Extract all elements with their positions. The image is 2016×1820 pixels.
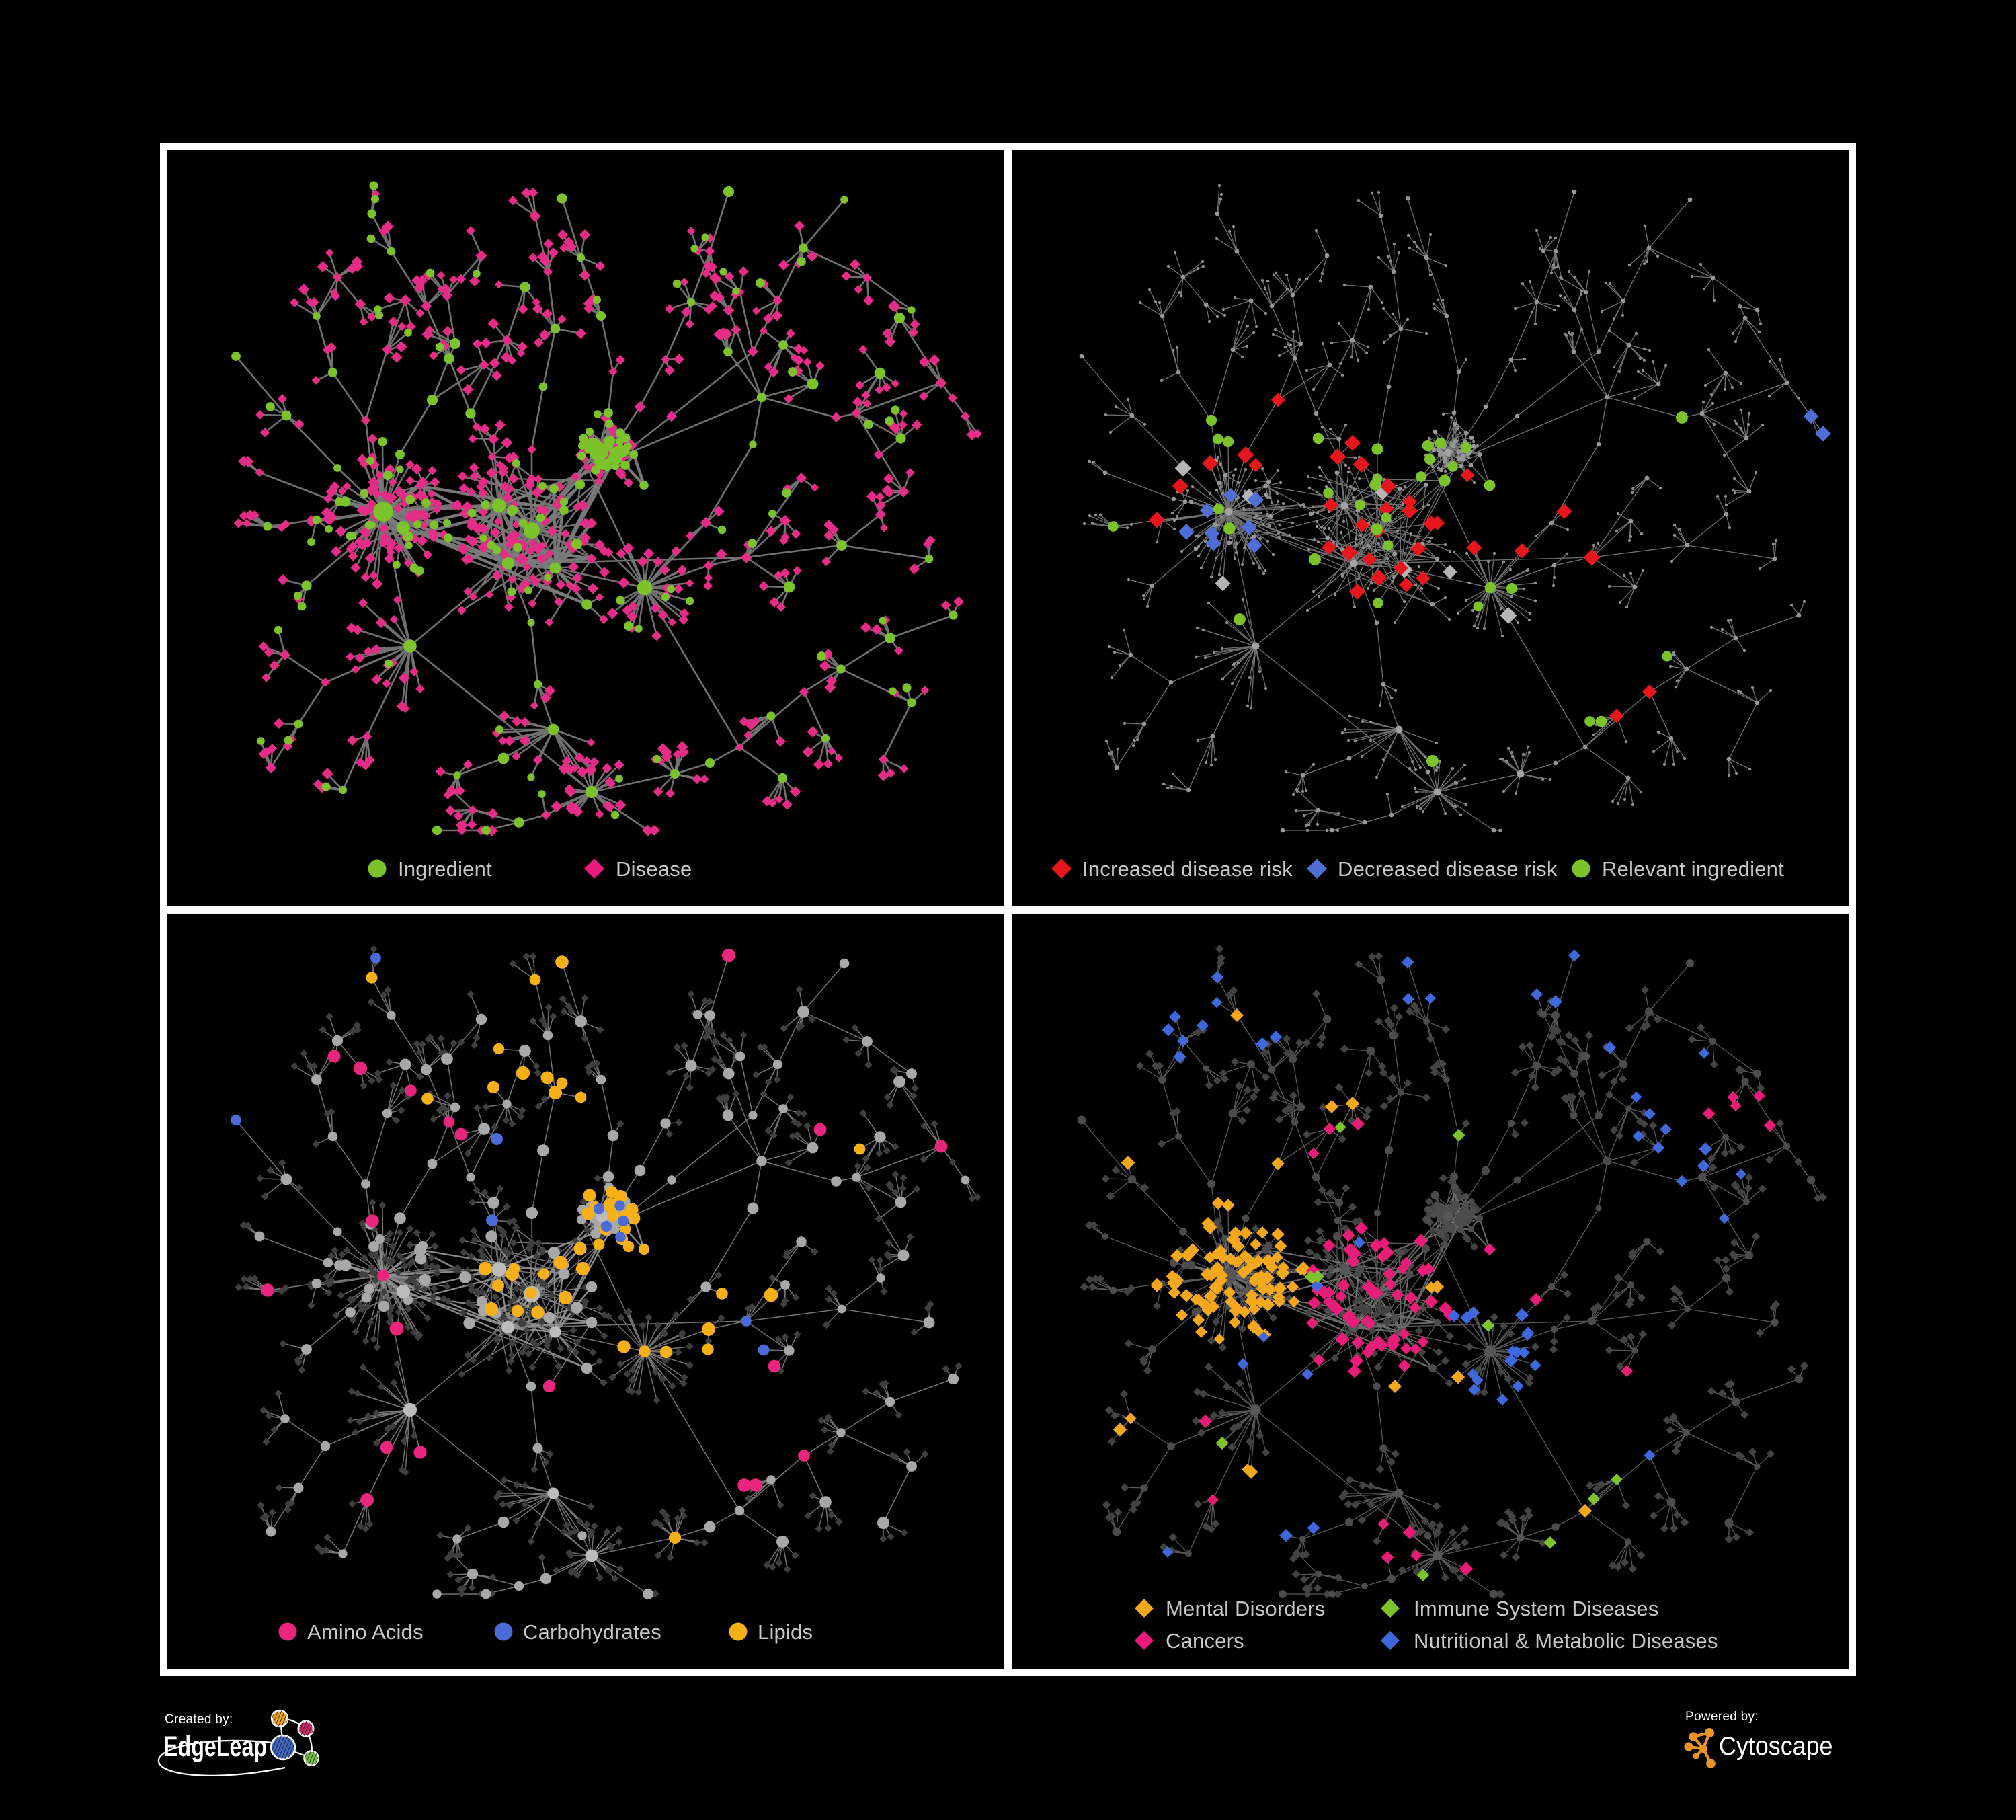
svg-text:Nutritional & Metabolic Diseas: Nutritional & Metabolic Diseases <box>1414 1629 1718 1653</box>
svg-text:Powered by:: Powered by: <box>1685 1710 1759 1724</box>
svg-text:Immune System Diseases: Immune System Diseases <box>1414 1597 1658 1620</box>
svg-text:Cancers: Cancers <box>1166 1629 1244 1653</box>
svg-text:EdgeLeap: EdgeLeap <box>163 1731 267 1764</box>
svg-text:Carbohydrates: Carbohydrates <box>523 1620 661 1644</box>
svg-text:Decreased disease risk: Decreased disease risk <box>1338 857 1558 881</box>
svg-text:Relevant ingredient: Relevant ingredient <box>1602 857 1784 881</box>
svg-text:Ingredient: Ingredient <box>398 857 492 881</box>
svg-text:Lipids: Lipids <box>758 1620 813 1644</box>
svg-text:Created by:: Created by: <box>165 1712 233 1727</box>
svg-text:Mental Disorders: Mental Disorders <box>1166 1597 1326 1620</box>
svg-text:Increased disease risk: Increased disease risk <box>1082 857 1293 881</box>
svg-text:Disease: Disease <box>616 857 692 881</box>
svg-text:Cytoscape: Cytoscape <box>1719 1731 1833 1761</box>
svg-text:Amino Acids: Amino Acids <box>307 1620 424 1644</box>
